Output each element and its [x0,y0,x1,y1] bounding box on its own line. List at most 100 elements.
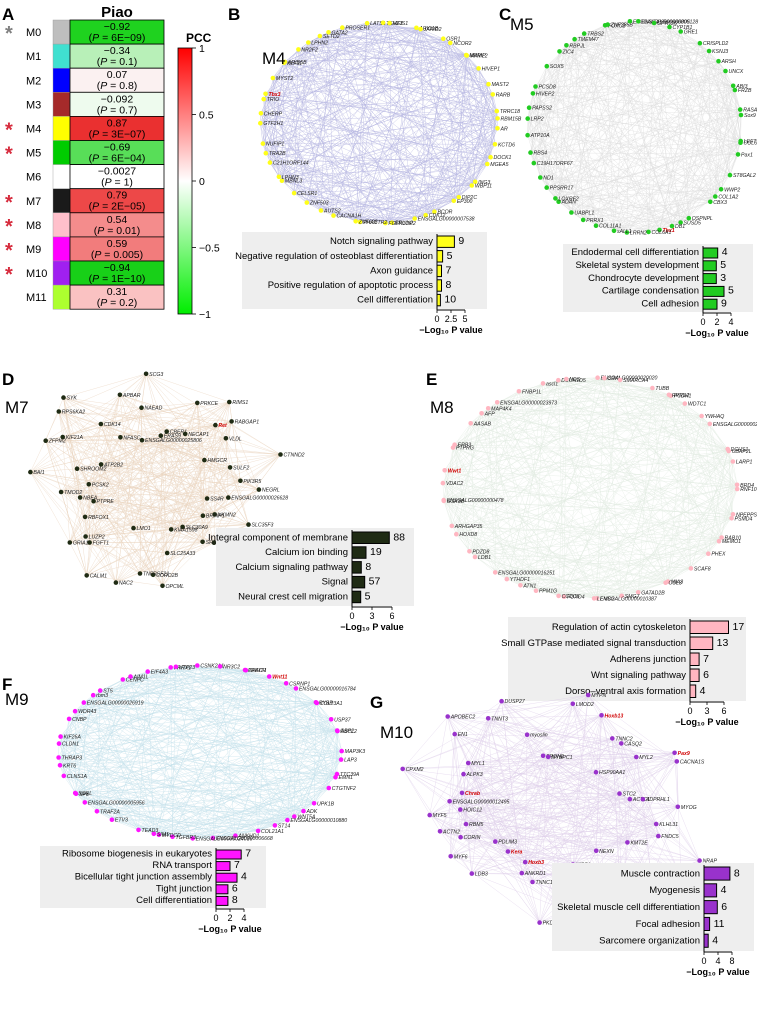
network-edge [470,423,559,596]
p-value-number: 0.2 [119,297,134,309]
gene-label: USP37 [334,717,352,723]
network-edge [260,113,435,212]
network-edge [59,711,76,766]
network-edge [652,387,729,452]
network-edge [460,762,469,810]
enrichment-bar [215,861,231,872]
network-edge [306,202,322,211]
network-edge [442,391,520,484]
gene-label: NEXN [599,849,614,855]
network-edge [62,436,281,455]
network-edge [533,50,710,164]
network-edge [708,541,720,554]
gene-label: ST5 [103,689,113,695]
network-edge [669,26,734,86]
network-edge [281,180,472,186]
network-edge [416,27,435,212]
network-node [150,572,156,578]
x-axis-label: −Log₁₀ P value [340,622,403,632]
network-node [585,692,591,698]
network-node [387,20,392,26]
network-edge [119,394,281,455]
network-edge [85,497,229,518]
gene-label: TRBS2 [587,32,604,38]
network-edge [468,715,602,764]
network-edge [306,84,489,203]
network-edge [474,415,702,558]
network-nodes: ARKCTD6DOCK1MGEA5ING3WBP11DIP2CEP300BCOR… [258,20,522,227]
network-edge [456,383,544,535]
network-edge [584,33,711,202]
network-node [467,549,472,554]
network-edge [355,197,459,222]
network-node [164,550,170,556]
network-edge [298,27,417,50]
network-edge [30,471,168,554]
network-node [540,753,546,759]
network-edge [604,377,738,485]
network-edge [468,762,620,794]
network-node [465,760,471,766]
gene-label: FNBP1L [522,389,542,395]
network-edge [680,31,700,44]
gene-label: GPR126 [657,21,677,27]
network-edge [468,762,496,842]
module-label: M8 [26,220,41,232]
network-edge [501,701,620,794]
network-edge [320,84,489,211]
network-edge [454,444,669,582]
correlation-value: −0.69 [104,142,131,154]
network-edge [308,42,386,224]
network-edge [383,22,479,69]
network-edge [638,21,681,223]
network-edge [229,467,241,481]
network-edge [605,25,741,110]
network-node [533,84,538,89]
network-node [233,833,238,838]
network-edge [468,762,659,837]
network-node [734,482,740,488]
enrichment-term: Dorso–ventral axis formation [565,686,686,697]
network-edge [75,667,171,712]
network-node [619,741,624,746]
module-color-swatch [52,67,71,93]
gene-label: ASCL2 [339,729,357,735]
network-edge [281,54,467,181]
network-edge [659,154,739,231]
network-edge [60,736,342,752]
gene-count: 7 [703,653,709,665]
network-edge [263,98,454,201]
network-edge [563,518,732,597]
network-edge [506,578,521,586]
enrichment-bar [351,575,366,589]
gene-label: RBM5 [469,822,484,828]
network-edge [294,731,338,817]
network-edge [281,180,415,219]
network-edge [460,718,489,810]
network-edge [728,450,734,515]
network-edge [442,483,476,558]
enrichment-term: Wnt signaling pathway [591,670,686,681]
gene-label: SLC30A9 [186,525,208,531]
network-edge [30,454,281,473]
network-node [195,663,200,668]
network-edge [122,669,246,680]
network-edge [328,32,415,219]
network-edge [584,33,710,52]
network-edge [527,93,534,136]
network-node [229,419,234,424]
network-edge [443,402,498,501]
network-edge [442,395,671,484]
network-edge [619,761,677,794]
network-edge [488,408,559,596]
network-edge [558,380,639,593]
enrichment-bar [703,866,731,881]
network-edge [470,413,482,424]
network-edge [202,460,205,516]
x-tick-label: 2 [227,913,232,923]
network-edge [166,431,226,439]
gene-label: NBEA [83,496,98,502]
network-edge [559,51,597,226]
network-edge [488,694,589,719]
network-edge [532,93,741,143]
